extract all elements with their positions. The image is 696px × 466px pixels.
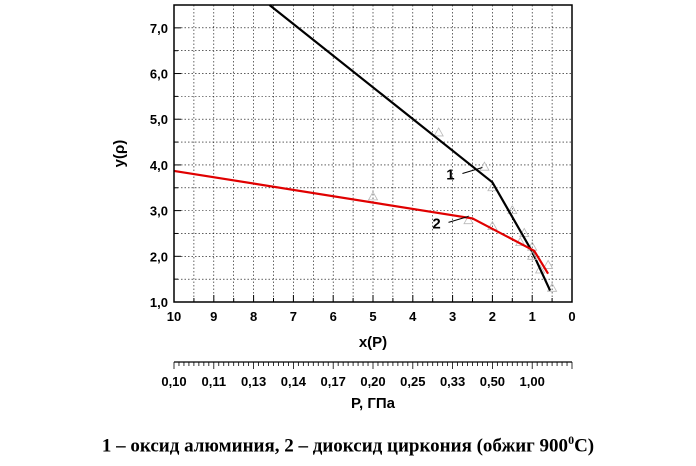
x-tick-label: 4 — [409, 309, 417, 324]
y-tick-label: 7,0 — [150, 21, 168, 36]
chart-labels: 10 9 8 7 6 5 4 3 2 1 01,02,03,04,05,06,07,0 — [150, 21, 576, 324]
data-point — [479, 161, 490, 171]
x-tick-label: 0 — [568, 309, 575, 324]
secondary-tick-label: 1,00 — [520, 374, 545, 389]
y-tick-label: 6,0 — [150, 67, 168, 82]
secondary-tick-label: 0,50 — [480, 374, 505, 389]
secondary-tick-label: 0,17 — [321, 374, 346, 389]
x-tick-label: 9 — [210, 309, 217, 324]
y-tick-label: 2,0 — [150, 249, 168, 264]
data-point — [527, 250, 538, 260]
data-point — [507, 204, 518, 215]
secondary-tick-label: 0,25 — [400, 374, 425, 389]
series-label-2: 2 — [432, 215, 440, 232]
x-axis-title: x(P) — [359, 334, 387, 351]
data-point — [542, 259, 554, 269]
chart-grid — [173, 4, 573, 303]
series-label-leader — [448, 215, 469, 223]
series-label-leader — [462, 167, 483, 174]
chart-ticks — [173, 4, 573, 303]
caption-end: С) — [574, 435, 595, 457]
chart-series: 12 — [173, 4, 558, 292]
x-tick-label: 6 — [330, 309, 337, 324]
caption-superscript: 0 — [568, 433, 575, 447]
data-point — [463, 214, 474, 225]
x-tick-label: 10 — [167, 309, 181, 324]
series-line-1 — [268, 4, 552, 292]
plot-frame — [173, 4, 573, 303]
secondary-tick-label: 0,10 — [161, 374, 186, 389]
secondary-axis: 0,10 0,11 0,13 0,14 0,17 0,20 0,25 0,33 0,50 1,00 — [161, 361, 573, 389]
data-point — [534, 264, 546, 274]
secondary-tick-label: 0,13 — [241, 374, 266, 389]
data-point — [367, 191, 379, 201]
secondary-tick-label: 0,20 — [360, 374, 385, 389]
secondary-tick-label: 0,14 — [281, 374, 307, 389]
secondary-axis-title: P, ГПа — [351, 395, 396, 412]
x-tick-label: 7 — [290, 309, 297, 324]
x-tick-label: 1 — [529, 309, 536, 324]
x-tick-label: 8 — [250, 309, 257, 324]
y-tick-label: 3,0 — [150, 204, 168, 219]
caption-text: 1 – оксид алюминия, 2 – диоксид циркония… — [101, 435, 569, 457]
figure-caption: 1 – оксид алюминия, 2 – диоксид циркония… — [0, 433, 696, 457]
series-label-1: 1 — [446, 166, 454, 183]
y-axis-title: y(ρ) — [111, 140, 128, 168]
x-tick-label: 2 — [489, 309, 496, 324]
x-tick-label: 3 — [449, 309, 456, 324]
secondary-tick-label: 0,11 — [202, 374, 227, 389]
x-tick-label: 5 — [369, 309, 376, 324]
series-line-2 — [173, 169, 550, 275]
y-tick-label: 5,0 — [150, 112, 168, 127]
data-point — [546, 282, 558, 292]
secondary-tick-label: 0,33 — [440, 374, 465, 389]
y-tick-label: 4,0 — [150, 158, 168, 173]
y-tick-label: 1,0 — [150, 295, 168, 310]
data-point — [433, 127, 444, 137]
